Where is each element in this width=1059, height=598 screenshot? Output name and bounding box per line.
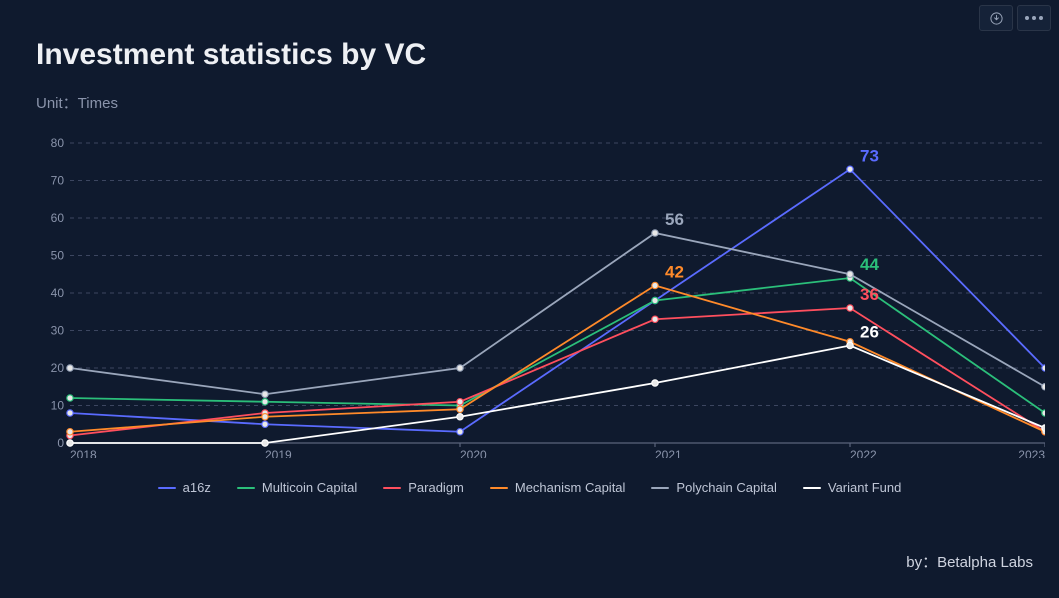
svg-text:2021: 2021 [655,448,682,458]
legend-label: Variant Fund [828,480,901,495]
svg-text:36: 36 [860,285,879,304]
legend-item[interactable]: Paradigm [383,480,464,495]
legend-label: Multicoin Capital [262,480,357,495]
legend-item[interactable]: Mechanism Capital [490,480,626,495]
legend-item[interactable]: Multicoin Capital [237,480,357,495]
svg-text:0: 0 [57,436,64,450]
svg-text:56: 56 [665,210,684,229]
svg-text:80: 80 [51,138,65,150]
legend-label: Paradigm [408,480,464,495]
svg-text:10: 10 [51,399,65,413]
download-button[interactable] [979,5,1013,31]
legend: a16z Multicoin Capital Paradigm Mechanism C… [0,480,1059,495]
legend-label: a16z [183,480,211,495]
attribution: by：Betalpha Labs [906,551,1033,572]
svg-text:50: 50 [51,249,65,263]
svg-text:2022: 2022 [850,448,877,458]
svg-text:26: 26 [860,323,879,342]
more-icon [1025,16,1043,20]
legend-swatch [803,487,821,489]
legend-swatch [651,487,669,489]
svg-text:42: 42 [665,263,684,282]
svg-text:2019: 2019 [265,448,292,458]
svg-text:30: 30 [51,324,65,338]
svg-text:60: 60 [51,211,65,225]
svg-text:2023: 2023 [1018,448,1045,458]
legend-swatch [490,487,508,489]
legend-swatch [158,487,176,489]
more-button[interactable] [1017,5,1051,31]
svg-text:2018: 2018 [70,448,97,458]
download-icon [989,11,1004,26]
svg-text:2020: 2020 [460,448,487,458]
legend-label: Mechanism Capital [515,480,626,495]
svg-text:44: 44 [860,255,879,274]
legend-label: Polychain Capital [676,480,776,495]
svg-text:73: 73 [860,146,879,165]
legend-item[interactable]: Variant Fund [803,480,901,495]
line-chart: 0 10 20 30 40 50 60 70 80 2018 2019 2020 2021 2022 20… [40,138,1045,458]
chart-toolbar [979,5,1051,31]
legend-swatch [383,487,401,489]
chart-title: Investment statistics by VC [36,38,426,72]
legend-swatch [237,487,255,489]
legend-item[interactable]: a16z [158,480,211,495]
svg-text:40: 40 [51,286,65,300]
unit-label: Unit：Times [36,92,118,113]
svg-text:20: 20 [51,361,65,375]
legend-item[interactable]: Polychain Capital [651,480,776,495]
svg-text:70: 70 [51,174,65,188]
